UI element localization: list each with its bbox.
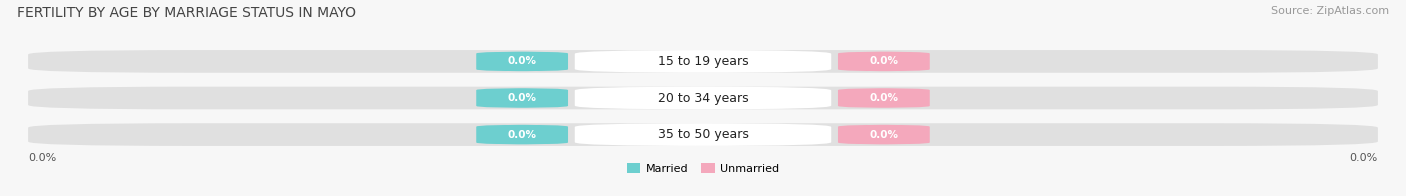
Text: 0.0%: 0.0% bbox=[508, 56, 537, 66]
FancyBboxPatch shape bbox=[575, 50, 831, 73]
Text: 35 to 50 years: 35 to 50 years bbox=[658, 128, 748, 141]
FancyBboxPatch shape bbox=[28, 123, 1378, 146]
FancyBboxPatch shape bbox=[838, 51, 929, 71]
Text: 0.0%: 0.0% bbox=[1350, 153, 1378, 163]
Text: 0.0%: 0.0% bbox=[508, 130, 537, 140]
FancyBboxPatch shape bbox=[28, 50, 1378, 73]
FancyBboxPatch shape bbox=[477, 88, 568, 108]
Text: 0.0%: 0.0% bbox=[869, 93, 898, 103]
Text: Source: ZipAtlas.com: Source: ZipAtlas.com bbox=[1271, 6, 1389, 16]
Text: 0.0%: 0.0% bbox=[869, 56, 898, 66]
FancyBboxPatch shape bbox=[575, 123, 831, 146]
Text: FERTILITY BY AGE BY MARRIAGE STATUS IN MAYO: FERTILITY BY AGE BY MARRIAGE STATUS IN M… bbox=[17, 6, 356, 20]
FancyBboxPatch shape bbox=[838, 88, 929, 108]
Text: 0.0%: 0.0% bbox=[869, 130, 898, 140]
Text: 15 to 19 years: 15 to 19 years bbox=[658, 55, 748, 68]
FancyBboxPatch shape bbox=[28, 87, 1378, 109]
FancyBboxPatch shape bbox=[838, 125, 929, 145]
Text: 20 to 34 years: 20 to 34 years bbox=[658, 92, 748, 104]
Text: 0.0%: 0.0% bbox=[508, 93, 537, 103]
FancyBboxPatch shape bbox=[477, 125, 568, 145]
FancyBboxPatch shape bbox=[477, 51, 568, 71]
FancyBboxPatch shape bbox=[575, 87, 831, 109]
Text: 0.0%: 0.0% bbox=[28, 153, 56, 163]
Legend: Married, Unmarried: Married, Unmarried bbox=[621, 158, 785, 178]
